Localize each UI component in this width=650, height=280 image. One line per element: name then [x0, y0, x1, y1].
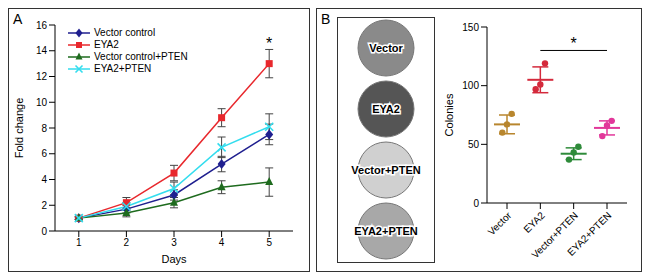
- svg-text:Vector+PTEN: Vector+PTEN: [351, 164, 420, 176]
- svg-text:100: 100: [462, 80, 479, 91]
- html-text:EYA2: EYA2: [94, 39, 119, 50]
- svg-text:EYA2: EYA2: [372, 103, 400, 115]
- svg-text:EYA2+PTEN: EYA2+PTEN: [565, 210, 613, 258]
- svg-text:10: 10: [36, 97, 48, 108]
- svg-text:Vector: Vector: [369, 42, 403, 54]
- svg-text:Vector+PTEN: Vector+PTEN: [529, 209, 581, 261]
- html-text:Vector control+PTEN: Vector control+PTEN: [94, 51, 188, 62]
- svg-text:16: 16: [36, 20, 48, 31]
- html-text:A: A: [13, 11, 23, 27]
- svg-text:Colonies: Colonies: [443, 93, 455, 136]
- svg-text:*: *: [266, 35, 272, 52]
- html-text:B: B: [321, 11, 331, 27]
- svg-text:2: 2: [41, 200, 47, 211]
- svg-text:EYA2+PTEN: EYA2+PTEN: [354, 225, 418, 237]
- svg-text:0: 0: [41, 226, 47, 237]
- svg-text:2: 2: [124, 237, 130, 248]
- svg-text:1: 1: [76, 237, 82, 248]
- svg-text:4: 4: [219, 237, 225, 248]
- svg-text:5: 5: [266, 237, 272, 248]
- svg-text:EYA2: EYA2: [521, 209, 547, 235]
- svg-text:3: 3: [171, 237, 177, 248]
- svg-text:Fold change: Fold change: [13, 98, 25, 159]
- svg-text:8: 8: [41, 123, 47, 134]
- html-text:EYA2+PTEN: EYA2+PTEN: [94, 63, 152, 74]
- svg-text:*: *: [571, 35, 577, 52]
- svg-text:4: 4: [41, 174, 47, 185]
- svg-text:14: 14: [36, 45, 48, 56]
- svg-text:Vector: Vector: [486, 209, 514, 237]
- svg-text:6: 6: [41, 148, 47, 159]
- html-text:Vector control: Vector control: [94, 27, 156, 38]
- svg-text:12: 12: [36, 71, 48, 82]
- svg-text:Days: Days: [161, 253, 187, 265]
- svg-text:150: 150: [462, 22, 479, 33]
- svg-text:50: 50: [468, 139, 480, 150]
- svg-text:0: 0: [473, 198, 479, 209]
